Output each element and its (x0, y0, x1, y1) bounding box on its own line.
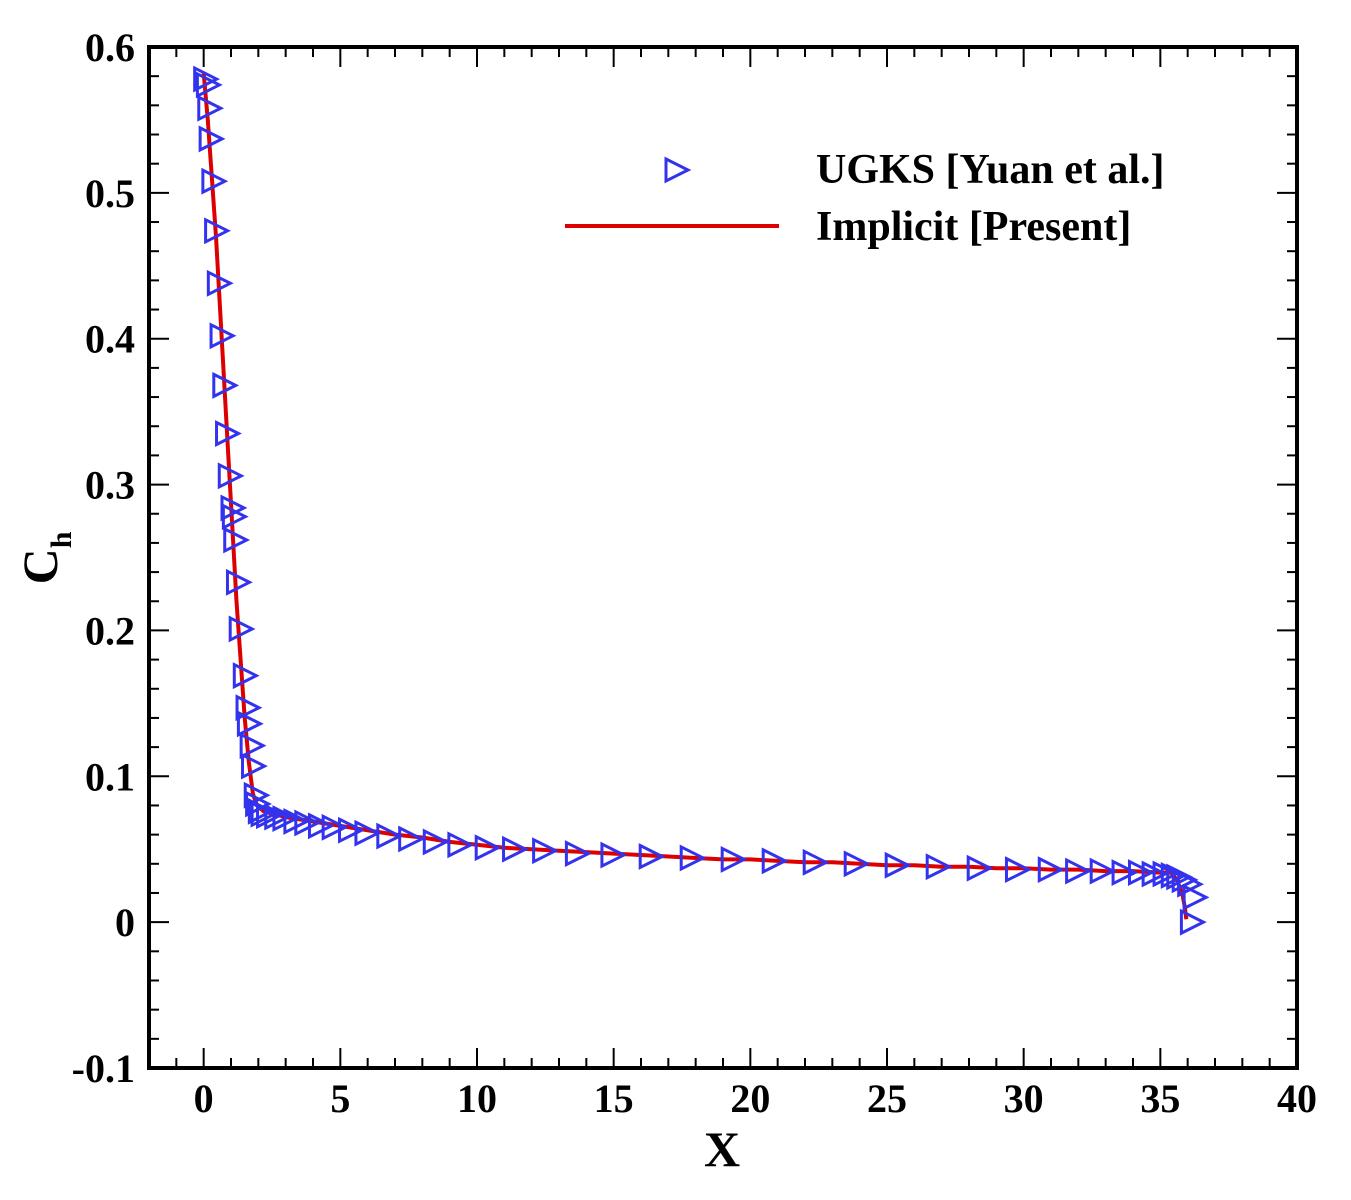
ugks-marker (843, 850, 871, 878)
y-axis-title-main: C (12, 548, 68, 584)
ugks-marker (474, 834, 502, 862)
ugks-marker (447, 831, 475, 859)
x-tick-label: 0 (194, 1076, 214, 1121)
ugks-marker (966, 854, 994, 882)
ugks-marker (239, 732, 267, 760)
ugks-marker (209, 322, 237, 350)
ugks-marker (212, 371, 240, 399)
ugks-marker (307, 812, 335, 840)
y-tick-label: 0.2 (85, 608, 135, 653)
x-tick-label: 10 (457, 1076, 497, 1121)
x-tick-label: 35 (1140, 1076, 1180, 1121)
x-axis-title: X (704, 1121, 740, 1177)
ugks-marker (197, 94, 225, 122)
x-tick-label: 15 (594, 1076, 634, 1121)
ugks-marker (564, 840, 592, 868)
x-tick-label: 25 (867, 1076, 907, 1121)
ugks-marker (223, 526, 251, 554)
ugks-marker (225, 568, 253, 596)
ugks-marker (638, 843, 666, 870)
y-tick-label: 0 (115, 900, 135, 945)
ugks-marker (221, 503, 249, 531)
ugks-marker (600, 841, 628, 869)
ugks-marker (1182, 883, 1210, 911)
ugks-marker (1004, 856, 1032, 884)
x-tick-label: 5 (330, 1076, 350, 1121)
x-tick-label: 30 (1004, 1076, 1044, 1121)
ugks-marker (321, 813, 349, 841)
ugks-marker (1152, 860, 1180, 888)
plot-frame (147, 45, 1299, 1070)
ugks-marker (338, 816, 365, 844)
ugks-marker (925, 853, 953, 881)
ugks-marker (1127, 859, 1155, 886)
y-axis-title-sub: h (45, 531, 78, 548)
ugks-marker (376, 822, 404, 850)
ugks-marker (802, 848, 830, 876)
ugks-marker (294, 809, 322, 837)
legend-label-implicit: Implicit [Present] (816, 204, 1131, 250)
y-axis-title: Ch (12, 531, 78, 584)
series-markers-group (193, 65, 1210, 936)
x-tick-label: 20 (730, 1076, 770, 1121)
x-tick-labels: 0 5 10 15 20 25 30 35 40 (194, 1076, 1317, 1121)
legend-label-ugks: UGKS [Yuan et al.] (816, 147, 1165, 193)
ugks-marker (1089, 857, 1117, 885)
ugks-marker (193, 65, 221, 93)
x-tick-label: 40 (1277, 1076, 1317, 1121)
ugks-marker (422, 828, 450, 856)
ugks-marker (228, 615, 256, 643)
ugks-marker (201, 167, 229, 195)
ugks-marker (198, 125, 226, 153)
ugks-marker (398, 825, 426, 853)
ugks-marker (217, 462, 245, 490)
ugks-marker (264, 803, 292, 831)
ugks-marker (195, 71, 223, 99)
y-tick-label: 0.1 (85, 754, 135, 799)
y-tick-label: 0.4 (85, 317, 135, 362)
ugks-marker (354, 819, 382, 847)
legend-marker-ugks (664, 156, 692, 184)
ugks-marker (235, 694, 263, 722)
ugks-marker (215, 420, 242, 447)
ugks-marker (1179, 908, 1207, 936)
ugks-marker (532, 837, 559, 865)
y-tick-label: 0.5 (85, 171, 135, 216)
ugks-marker (720, 845, 748, 873)
ugks-marker (241, 752, 268, 780)
ugks-marker (1037, 856, 1065, 884)
ugks-marker (679, 844, 707, 872)
ugks-marker (761, 847, 789, 875)
ugks-marker (256, 802, 283, 830)
y-tick-label: 0.6 (85, 25, 135, 70)
y-tick-label: -0.1 (72, 1046, 135, 1091)
y-tick-labels: -0.1 0 0.1 0.2 0.3 0.4 0.5 0.6 (72, 25, 135, 1091)
ugks-marker (206, 269, 234, 297)
legend: UGKS [Yuan et al.] Implicit [Present] (565, 147, 1165, 250)
ugks-marker (236, 710, 264, 738)
y-tick-label: 0.3 (85, 463, 135, 508)
ugks-marker (232, 662, 260, 690)
ugks-marker (884, 851, 912, 879)
ugks-marker (204, 217, 231, 245)
ugks-marker (1065, 857, 1092, 885)
ugks-marker (502, 835, 529, 863)
ugks-marker (1111, 859, 1139, 886)
